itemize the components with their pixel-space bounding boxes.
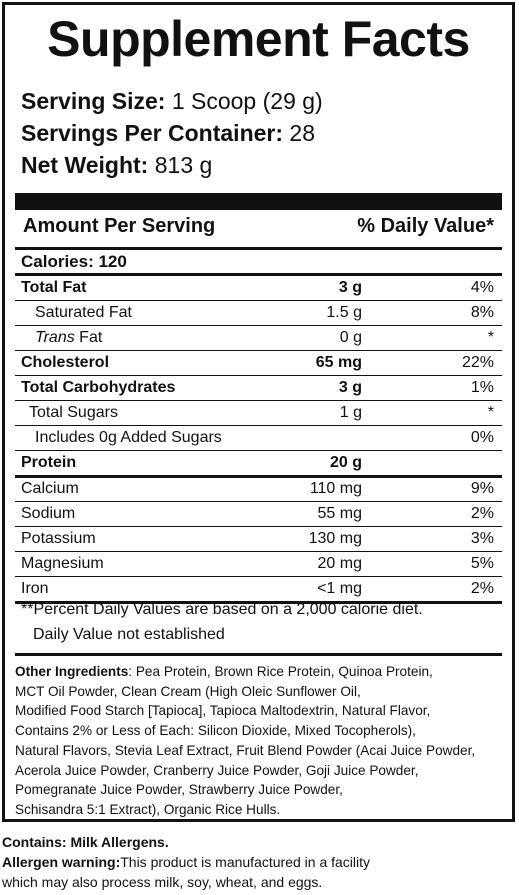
daily-value-label: % Daily Value*: [357, 215, 494, 237]
ingredients-line: Modified Food Starch [Tapioca], Tapioca …: [15, 703, 431, 719]
thick-divider: [15, 193, 502, 210]
nutrient-daily-value: *: [487, 404, 494, 421]
nutrient-amount: 20 g: [329, 454, 362, 471]
nutrient-amount: 1.5 g: [326, 304, 362, 321]
ingredients-line: Acerola Juice Powder, Cranberry Juice Po…: [15, 762, 419, 778]
nutrient-daily-value: 4%: [470, 279, 494, 296]
ingredients-line: Pomegranate Juice Powder, Strawberry Jui…: [15, 782, 343, 798]
row-divider: [15, 551, 502, 552]
nutrient-amount: <1 mg: [317, 580, 362, 597]
nutrient-name-italic: Trans: [35, 329, 75, 346]
nutrient-row: Includes 0g Added Sugars 0%: [15, 426, 502, 451]
contains-allergens: Contains: Milk Allergens.: [2, 834, 169, 850]
nutrient-row: Saturated Fat 1.5 g 8%: [15, 301, 502, 326]
row-divider: [15, 475, 502, 478]
nutrient-daily-value: 2%: [470, 580, 494, 597]
row-divider: [15, 325, 502, 326]
nutrient-row: Total Carbohydrates 3 g 1%: [15, 376, 502, 401]
ingredients-line: Other Ingredients: Pea Protein, Brown Ri…: [15, 664, 433, 679]
row-divider: [15, 501, 502, 502]
calories: Calories: 120: [21, 252, 127, 271]
supplement-facts-panel: Supplement Facts Serving Size: 1 Scoop (…: [2, 2, 515, 822]
allergen-warning-label: Allergen warning:: [2, 854, 121, 870]
row-divider: [15, 300, 502, 301]
nutrient-name: Total Fat: [21, 279, 87, 296]
serving-size: Serving Size: 1 Scoop (29 g): [21, 88, 323, 114]
nutrient-row: Total Sugars 1 g *: [15, 401, 502, 426]
nutrient-name: Potassium: [21, 530, 96, 547]
nutrient-amount: 55 mg: [317, 505, 362, 522]
nutrient-daily-value: 5%: [470, 555, 494, 572]
percent-dv-footnote: **Percent Daily Values are based on a 2,…: [21, 601, 423, 618]
row-divider: [15, 450, 502, 451]
nutrient-row: Iron <1 mg 2%: [15, 577, 502, 602]
nutrient-daily-value: 1%: [470, 379, 494, 396]
net-weight: Net Weight: 813 g: [21, 152, 213, 178]
nutrient-daily-value: 8%: [470, 304, 494, 321]
ingredients-line: MCT Oil Powder, Clean Cream (High Oleic …: [15, 683, 361, 699]
row-divider: [15, 400, 502, 401]
panel-title: Supplement Facts: [47, 11, 470, 67]
nutrient-name: Total Sugars: [29, 404, 118, 421]
row-divider: [15, 576, 502, 577]
nutrient-amount: 0 g: [339, 329, 362, 346]
allergen-warning-line-2: which may also process milk, soy, wheat,…: [2, 874, 323, 890]
nutrient-name: Saturated Fat: [35, 304, 132, 321]
footnote-divider: [15, 653, 502, 656]
nutrient-daily-value: 3%: [470, 530, 494, 547]
nutrient-name: Trans Fat: [35, 329, 103, 346]
nutrient-row: Magnesium 20 mg 5%: [15, 552, 502, 577]
nutrient-name: Protein: [21, 454, 77, 471]
nutrient-row: Potassium 130 mg 3%: [15, 527, 502, 552]
nutrient-amount: 110 mg: [309, 480, 362, 497]
nutrient-name: Calcium: [21, 480, 79, 497]
nutrient-daily-value: 9%: [470, 480, 494, 497]
nutrient-name: Iron: [21, 580, 49, 597]
calories-divider: [15, 273, 502, 276]
nutrient-amount: 65 mg: [315, 354, 362, 371]
row-divider: [15, 601, 502, 604]
row-divider: [15, 526, 502, 527]
nutrient-daily-value: 2%: [470, 505, 494, 522]
nutrient-row: Trans Fat 0 g *: [15, 326, 502, 351]
row-divider: [15, 425, 502, 426]
dv-not-established-footnote: Daily Value not established: [33, 626, 225, 643]
nutrient-daily-value: 0%: [470, 429, 494, 446]
ingredients-line: Schisandra 5:1 Extract), Organic Rice Hu…: [15, 801, 281, 817]
nutrient-row: Calcium 110 mg 9%: [15, 477, 502, 502]
other-ingredients: Other Ingredients: Pea Protein, Brown Ri…: [15, 662, 510, 820]
nutrient-daily-value: 22%: [461, 354, 494, 371]
nutrient-name: Sodium: [21, 505, 76, 522]
nutrient-row: Sodium 55 mg 2%: [15, 502, 502, 527]
nutrient-name: Includes 0g Added Sugars: [35, 429, 222, 446]
nutrient-amount: 1 g: [339, 404, 362, 421]
allergen-warning: Allergen warning:This product is manufac…: [2, 854, 371, 870]
nutrient-name: Cholesterol: [21, 354, 110, 371]
ingredients-line: Natural Flavors, Stevia Leaf Extract, Fr…: [15, 742, 476, 758]
nutrient-amount: 130 mg: [308, 530, 362, 547]
nutrient-amount: 3 g: [338, 379, 362, 396]
nutrient-amount: 3 g: [338, 279, 362, 296]
table-header: Amount Per Serving % Daily Value*: [23, 215, 494, 247]
nutrient-amount: 20 mg: [317, 555, 362, 572]
nutrient-row: Protein 20 g: [15, 451, 502, 476]
row-divider: [15, 350, 502, 351]
nutrient-name: Magnesium: [21, 555, 104, 572]
ingredients-label: Other Ingredients: [15, 664, 129, 679]
nutrient-row: Cholesterol 65 mg 22%: [15, 351, 502, 376]
row-divider: [15, 375, 502, 376]
nutrient-row: Total Fat 3 g 4%: [15, 276, 502, 301]
header-divider: [15, 247, 502, 250]
amount-per-serving-label: Amount Per Serving: [23, 215, 216, 237]
nutrient-name: Total Carbohydrates: [21, 379, 176, 396]
ingredients-line: Contains 2% or Less of Each: Silicon Dio…: [15, 723, 416, 739]
servings-per-container: Servings Per Container: 28: [21, 120, 316, 146]
nutrient-daily-value: *: [487, 329, 494, 346]
